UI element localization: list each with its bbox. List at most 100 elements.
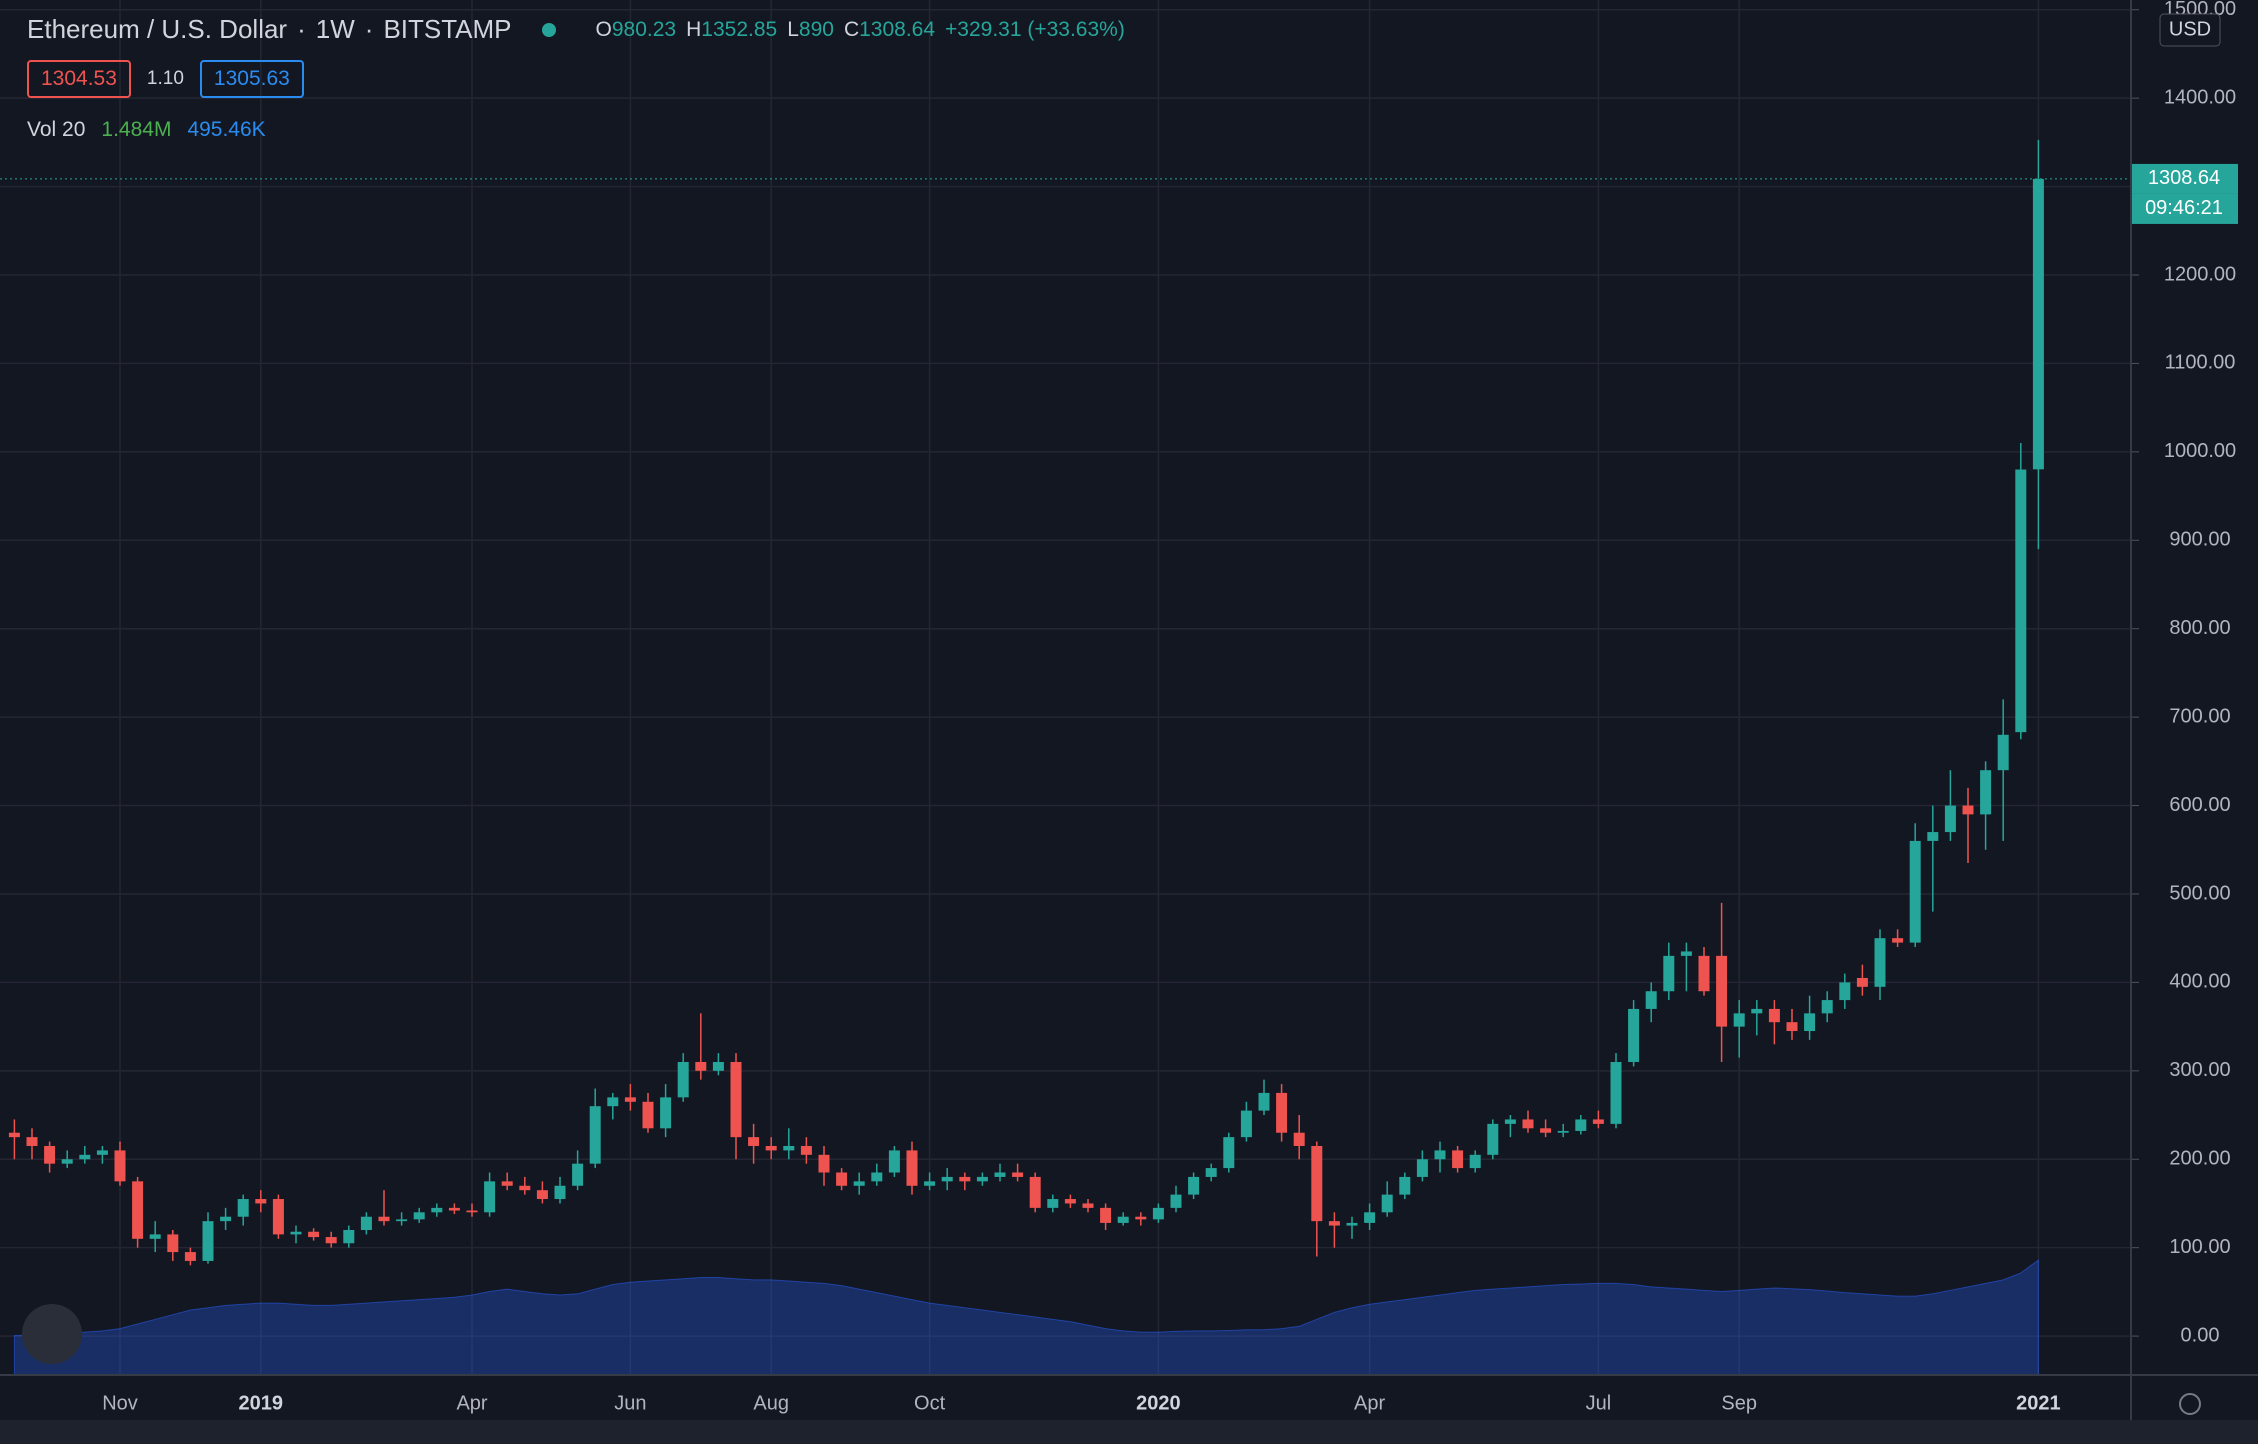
candle-body [642,1101,654,1129]
candle-body [1135,1216,1147,1220]
candle-body [167,1234,179,1253]
legend-row: Ethereum / U.S. Dollar · 1W · BITSTAMP O 98… [27,14,1125,44]
x-tick-label: Aug [753,1392,789,1414]
x-tick-label: Sep [1721,1392,1757,1414]
candle-body [695,1061,707,1071]
candle-body [1469,1154,1481,1169]
quote-row: 1304.53 1.10 1305.63 [27,60,304,98]
candle-body [1786,1022,1798,1032]
currency-box [2159,13,2221,47]
open-letter: O [595,17,612,41]
candle-body [325,1237,337,1244]
change: +329.31 (+33.63%) [945,17,1125,41]
candle-body [1258,1092,1270,1111]
y-tick-label: 1000.00 [2164,440,2236,462]
x-tick-label: Apr [456,1392,487,1414]
volume-value: 1.484M [101,118,172,141]
low-letter: L [787,17,799,41]
y-tick-label: 900.00 [2169,529,2230,551]
candle-body [149,1234,161,1239]
settings-icon[interactable] [2179,1393,2201,1415]
candle-body [1504,1119,1516,1124]
y-tick-label: 1200.00 [2164,263,2236,285]
y-tick-label: 200.00 [2169,1148,2230,1170]
ask[interactable]: 1305.63 [199,60,304,98]
candle-body [1733,1013,1745,1027]
x-tick-label: Nov [102,1392,138,1414]
volume-ma-value: 495.46K [187,118,266,141]
candle-body [1381,1194,1393,1213]
candle-body [1856,977,1868,987]
candle-body [1804,1013,1816,1032]
interval[interactable]: 1W [315,14,355,44]
candle-body [1082,1203,1094,1208]
candle-body [906,1150,918,1186]
candle-body [1821,1000,1833,1014]
candle-body [1540,1128,1552,1133]
candle-body [1293,1132,1305,1146]
candle-body [800,1145,812,1155]
candle-body [818,1154,830,1173]
candle-body [660,1097,672,1129]
candle-body [1170,1194,1182,1208]
candle-body [1663,955,1675,992]
candle-body [1645,991,1657,1009]
x-tick-label: Jun [614,1392,646,1414]
y-tick-label: 500.00 [2169,882,2230,904]
candle-body [1240,1110,1252,1138]
x-tick-label: 2019 [239,1392,284,1414]
candle-body [1328,1221,1340,1226]
candle-body [26,1137,38,1146]
y-tick-label: 0.00 [2181,1324,2220,1346]
candle-body [1100,1207,1112,1223]
bid[interactable]: 1304.53 [27,60,131,98]
y-tick-label: 800.00 [2169,617,2230,639]
candle-body [712,1061,724,1071]
candle-body [888,1150,900,1173]
candle-body [1399,1176,1411,1195]
candle-body [396,1219,408,1222]
candle-body [1223,1137,1235,1169]
candle-body [1980,770,1992,815]
candle-body [501,1181,513,1186]
candle-body [871,1172,883,1182]
spread: 1.10 [146,68,184,89]
candle-body [1997,734,2009,771]
candle-body [1839,982,1851,1001]
volume-legend: Vol 20 1.484M 495.46K [27,118,266,142]
countdown-tag [2131,193,2238,224]
bottom-strip [0,1420,2258,1444]
x-tick-label: 2020 [1136,1392,1181,1414]
candle-body [431,1207,443,1213]
candle-body [1768,1008,1780,1023]
candle-body [448,1207,460,1211]
candle-body [220,1216,232,1222]
candle-body [1944,805,1956,833]
candle-body [1716,955,1728,1027]
candle-body [677,1061,689,1098]
candle-body [924,1181,936,1186]
candle-body [290,1231,302,1235]
candle-body [624,1097,636,1102]
candle-body [1575,1119,1587,1131]
exchange: BITSTAMP [383,14,512,44]
candle-body [1592,1119,1604,1124]
candle-body [1188,1176,1200,1195]
candle-body [1364,1212,1376,1223]
logo[interactable] [22,1304,82,1364]
candle-body [1874,938,1886,987]
candle-body [79,1154,91,1160]
x-tick-label: 2021 [2016,1392,2061,1414]
x-tick-label: Oct [914,1392,946,1414]
candle-body [202,1221,214,1261]
candle-body [554,1185,566,1200]
candle-body [1416,1159,1428,1177]
candle-body [1346,1222,1358,1226]
y-tick-label: 1400.00 [2164,86,2236,108]
candle-body [536,1190,548,1200]
high: 1352.85 [701,17,778,41]
open: 980.23 [611,17,677,41]
candle-body [730,1061,742,1138]
